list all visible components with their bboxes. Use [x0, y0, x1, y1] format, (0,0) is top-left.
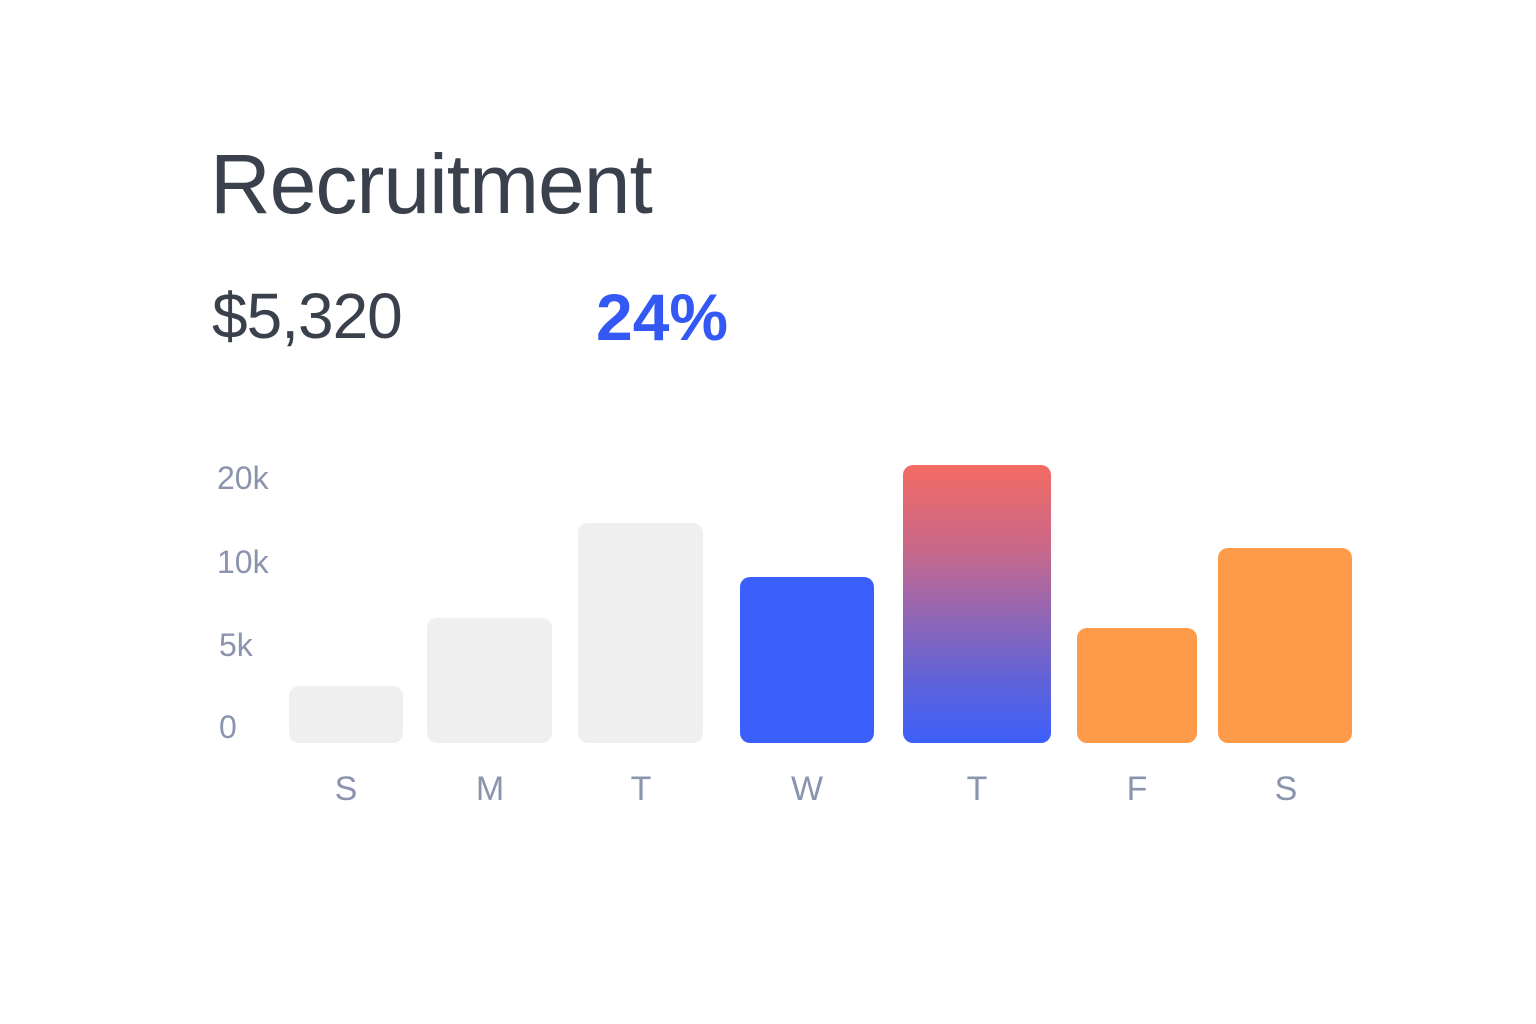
x-label-saturday: S — [1274, 770, 1298, 808]
card-title: Recruitment — [210, 137, 653, 231]
x-label-thursday: T — [966, 770, 988, 808]
y-tick-0: 0 — [219, 709, 237, 745]
bar-saturday[interactable] — [1218, 548, 1352, 743]
x-label-sunday: S — [334, 770, 358, 808]
bar-wednesday[interactable] — [740, 577, 874, 743]
amount-value: $5,320 — [212, 280, 403, 352]
change-percent: 24% — [596, 280, 729, 354]
bar-tuesday[interactable] — [578, 523, 703, 743]
y-tick-10k: 10k — [217, 544, 269, 580]
y-tick-5k: 5k — [219, 627, 253, 663]
x-label-wednesday: W — [790, 770, 824, 808]
bar-thursday[interactable] — [903, 465, 1051, 743]
x-label-monday: M — [475, 770, 505, 808]
bar-friday[interactable] — [1077, 628, 1197, 743]
bar-sunday[interactable] — [289, 686, 403, 743]
x-label-friday: F — [1126, 770, 1148, 808]
x-label-tuesday: T — [630, 770, 652, 808]
bar-monday[interactable] — [427, 618, 552, 743]
y-tick-20k: 20k — [217, 460, 269, 496]
